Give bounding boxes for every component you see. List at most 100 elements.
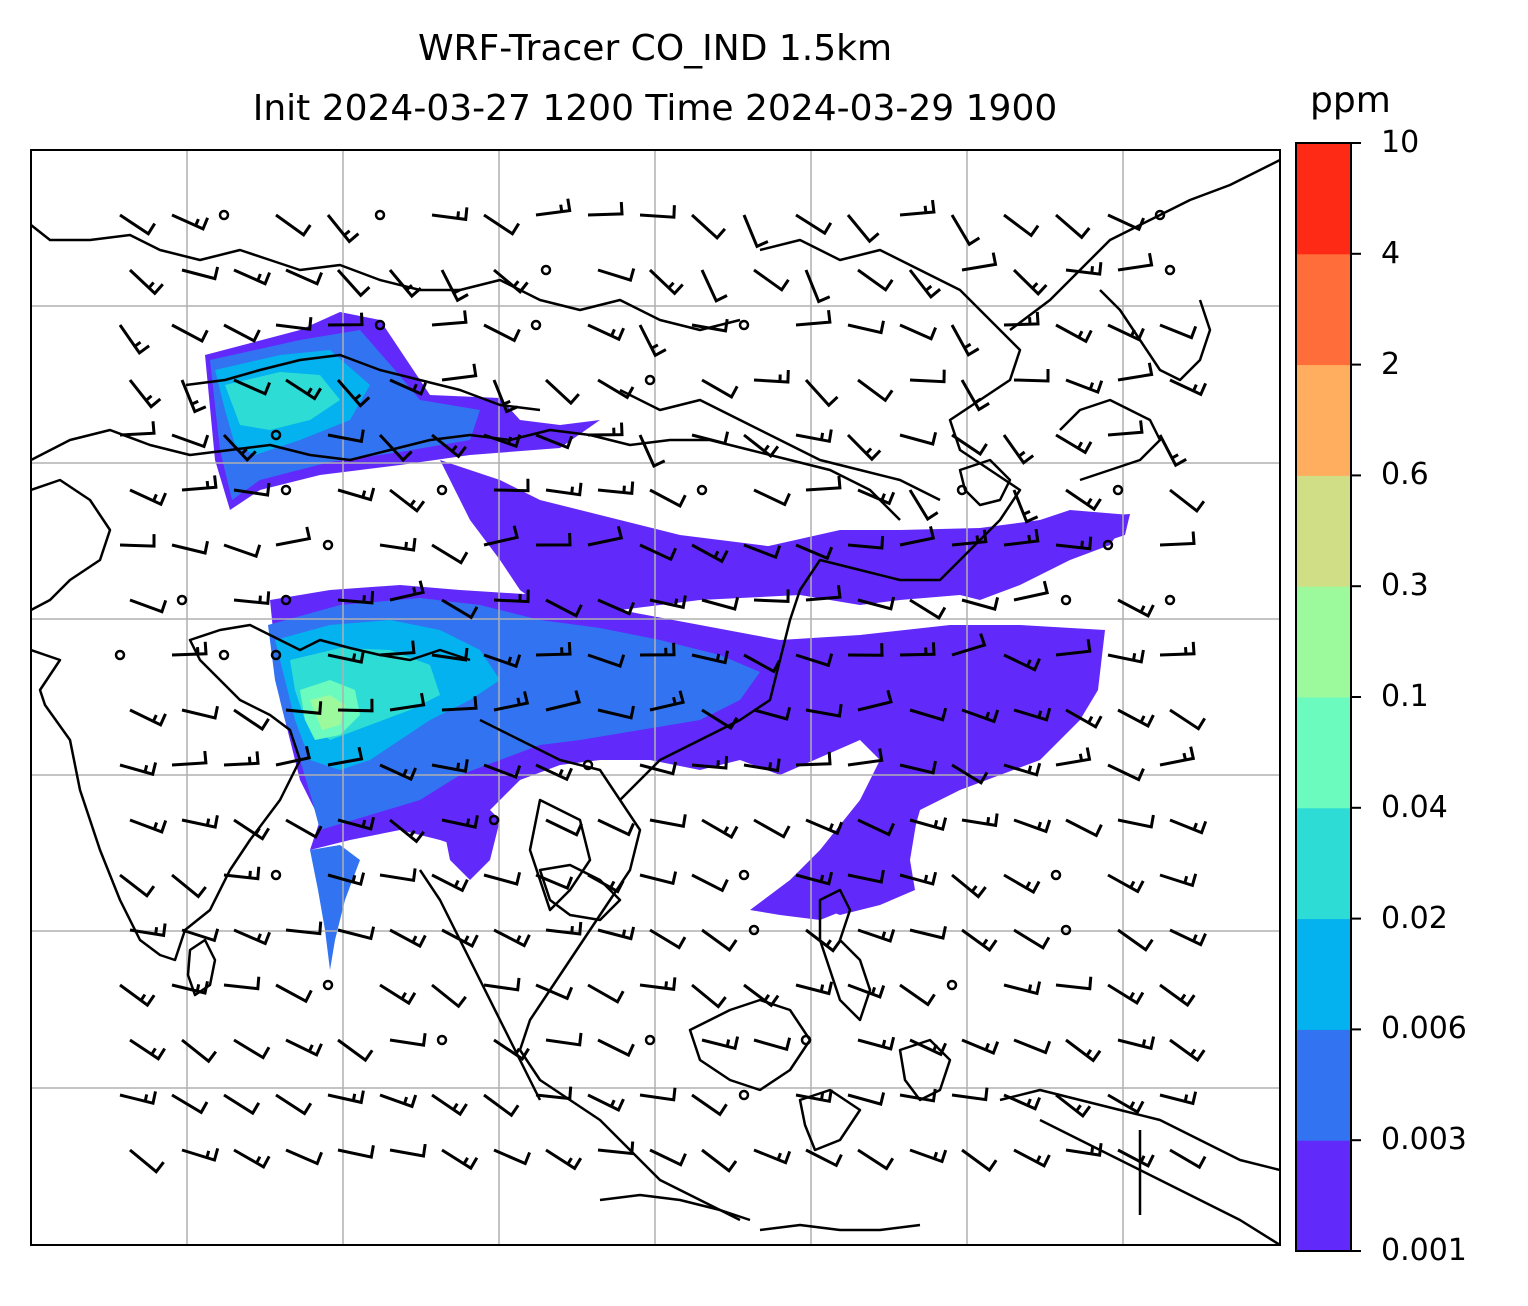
wind-barb — [701, 928, 738, 953]
wind-barb — [1107, 873, 1145, 894]
wind-barb — [1117, 814, 1155, 829]
wind-barb — [597, 1141, 635, 1156]
colorbar-segment — [1296, 475, 1351, 587]
wind-barb — [691, 431, 730, 446]
wind-barb — [483, 653, 522, 669]
wind-barb — [441, 928, 479, 948]
colorbar-segment — [1296, 364, 1351, 476]
wind-barb — [795, 871, 834, 886]
wind-barb — [700, 269, 728, 303]
wind-barb — [961, 252, 998, 272]
wind-barb — [493, 1148, 531, 1166]
wind-barb — [181, 475, 218, 492]
wind-barb — [327, 872, 366, 887]
wind-barb — [1159, 746, 1196, 767]
wind-barb — [181, 1038, 218, 1064]
wind-barb — [535, 433, 574, 450]
wind-barb — [857, 596, 896, 611]
wind-barb — [181, 266, 220, 281]
wind-barb — [118, 324, 150, 356]
wind-barb — [847, 320, 885, 335]
wind-barb — [1107, 213, 1145, 232]
wind-barb — [961, 597, 1000, 611]
coastlines — [31, 158, 1280, 1245]
wind-barb — [1117, 1148, 1155, 1168]
wind-barb — [1055, 639, 1092, 657]
wind-barb — [441, 696, 478, 712]
wind-barb — [441, 363, 478, 382]
wind-barb — [649, 928, 687, 950]
wind-barb — [742, 214, 769, 249]
wind-barb — [899, 323, 937, 341]
wind-barb — [1002, 434, 1035, 465]
wind-barb — [649, 690, 685, 712]
wind-barb — [1117, 598, 1155, 618]
wind-barb — [275, 213, 312, 238]
wind-barb — [649, 595, 687, 610]
colorbar-segment — [1296, 253, 1351, 366]
wind-barb — [1117, 1036, 1156, 1051]
wind-barb — [587, 525, 624, 547]
wind-barb — [431, 873, 469, 893]
wind-barb — [1169, 708, 1206, 731]
wind-barb — [275, 317, 313, 331]
wind-barb — [545, 921, 583, 936]
wind-barb — [493, 691, 530, 712]
wind-barb — [1159, 641, 1196, 657]
wind-barb — [128, 379, 162, 409]
wind-barb — [483, 433, 522, 449]
wind-barb — [545, 818, 583, 837]
wind-barb — [587, 1093, 625, 1113]
wind-barb — [1013, 928, 1051, 950]
calm-wind-marker — [176, 594, 188, 606]
wind-barb — [233, 268, 271, 286]
wind-barb — [691, 650, 729, 665]
colorbar-segment — [1296, 143, 1351, 255]
wind-barb — [847, 983, 886, 999]
wind-barb — [1065, 708, 1103, 729]
wind-barb — [950, 324, 980, 357]
wind-barb — [805, 1148, 843, 1168]
wind-barb — [431, 433, 467, 459]
wind-barb — [847, 869, 885, 884]
wind-barb — [649, 488, 687, 508]
wind-barb — [639, 205, 676, 219]
wind-barb — [743, 983, 780, 1008]
wind-barb — [899, 199, 936, 217]
wind-barb — [379, 983, 417, 1006]
wind-barb — [431, 983, 467, 1009]
wind-barb — [1169, 928, 1207, 947]
wind-barb — [1159, 1091, 1198, 1106]
plume-south-tail — [310, 845, 360, 970]
wind-barb — [1012, 489, 1039, 524]
wind-barb — [379, 640, 416, 657]
wind-barbs — [114, 198, 1208, 1174]
wind-barb — [899, 983, 936, 1007]
colorbar-segment — [1296, 586, 1351, 698]
wind-barb — [857, 1036, 896, 1051]
wind-barb — [690, 213, 727, 241]
calm-wind-marker — [280, 594, 292, 606]
wind-barb — [743, 653, 781, 674]
wind-barb — [950, 214, 981, 247]
wind-barb — [639, 1087, 677, 1102]
colorbar-unit-label: ppm — [1310, 80, 1391, 121]
wind-barb — [493, 1038, 530, 1062]
wind-barb — [597, 268, 636, 282]
wind-barb — [857, 378, 894, 403]
wind-barb — [327, 429, 365, 444]
wind-barb — [639, 543, 677, 562]
map-area — [31, 150, 1280, 1245]
wind-barb — [639, 761, 678, 776]
wind-barb — [587, 323, 625, 342]
wind-barb — [389, 378, 427, 396]
wind-barb — [961, 928, 998, 953]
colorbar-tick-label: 0.3 — [1381, 568, 1429, 604]
calm-wind-marker — [270, 429, 282, 441]
wind-barb — [535, 763, 573, 782]
wind-barb — [587, 422, 624, 437]
wind-barb — [1117, 708, 1155, 728]
wind-barb — [483, 871, 522, 886]
wind-barb — [587, 873, 625, 894]
wind-barb — [795, 213, 833, 236]
